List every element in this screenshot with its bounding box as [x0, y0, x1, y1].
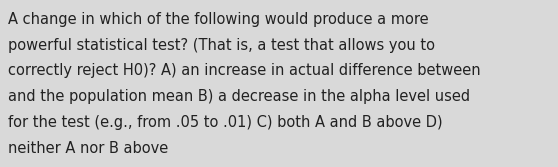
Text: A change in which of the following would produce a more: A change in which of the following would…	[8, 12, 429, 27]
Text: powerful statistical test? (That is, a test that allows you to: powerful statistical test? (That is, a t…	[8, 38, 435, 53]
Text: and the population mean B) a decrease in the alpha level used: and the population mean B) a decrease in…	[8, 89, 470, 104]
Text: neither A nor B above: neither A nor B above	[8, 141, 169, 156]
Text: for the test (e.g., from .05 to .01) C) both A and B above D): for the test (e.g., from .05 to .01) C) …	[8, 115, 443, 130]
Text: correctly reject H0)? A) an increase in actual difference between: correctly reject H0)? A) an increase in …	[8, 63, 481, 78]
